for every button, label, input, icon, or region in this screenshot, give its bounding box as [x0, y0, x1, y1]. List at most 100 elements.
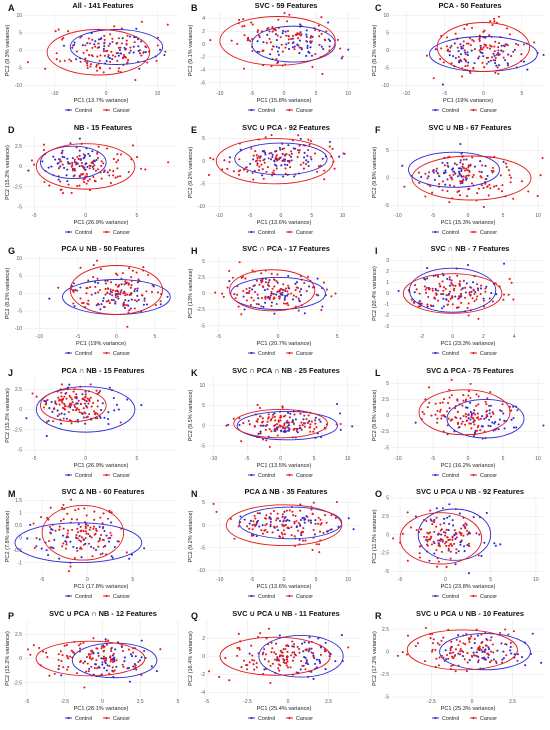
cancer-point — [507, 168, 510, 171]
cancer-point — [270, 41, 273, 44]
legend-control-label: Control — [442, 594, 459, 600]
control-point — [108, 42, 111, 45]
cancer-point — [67, 162, 70, 165]
cancer-point — [432, 520, 435, 524]
panel-title: PCA - 50 Features — [438, 1, 501, 10]
control-point — [91, 165, 94, 168]
cancer-point — [55, 58, 58, 61]
cancer-point — [238, 169, 241, 172]
cancer-point — [335, 517, 338, 520]
cancer-point — [505, 165, 508, 168]
control-ellipse — [438, 633, 531, 671]
cancer-point — [287, 284, 290, 287]
cancer-point — [491, 166, 494, 169]
cancer-point — [476, 318, 480, 321]
cancer-point — [458, 284, 461, 287]
cancer-point — [454, 552, 457, 555]
cancer-point — [284, 46, 287, 49]
control-point — [461, 655, 464, 658]
cancer-point — [256, 30, 259, 34]
cancer-point — [453, 654, 456, 657]
cancer-point — [277, 18, 280, 21]
x-axis-label: PC1 (13.6% variance) — [257, 220, 312, 226]
control-point — [498, 418, 501, 421]
control-point — [485, 512, 488, 515]
cancer-point — [141, 294, 144, 297]
cancer-point — [539, 173, 542, 176]
cancer-point — [140, 20, 143, 23]
control-point — [94, 281, 97, 284]
cancer-point — [450, 279, 453, 282]
cancer-point — [264, 135, 267, 138]
cancer-point — [122, 53, 126, 57]
cancer-point — [465, 42, 468, 45]
cancer-point — [249, 39, 252, 43]
cancer-point — [485, 413, 488, 416]
cancer-point — [48, 184, 51, 187]
cancer-point — [100, 159, 103, 162]
cancer-point — [470, 654, 473, 657]
control-point — [86, 42, 89, 45]
cancer-point — [121, 57, 124, 60]
cancer-point — [256, 522, 259, 525]
cancer-point — [430, 414, 433, 417]
control-point — [73, 305, 76, 308]
cancer-point — [450, 655, 453, 658]
control-point — [456, 633, 459, 637]
cancer-point — [255, 661, 259, 665]
cancer-point — [86, 66, 89, 70]
cancer-point — [450, 378, 453, 381]
control-point — [48, 406, 51, 409]
cancer-point — [251, 524, 254, 527]
cancer-point — [275, 303, 279, 306]
cancer-point — [478, 39, 481, 42]
cancer-point — [83, 507, 86, 510]
cancer-point — [500, 409, 503, 413]
control-point — [487, 424, 490, 427]
control-point — [506, 53, 509, 56]
cancer-point — [427, 386, 430, 389]
cancer-point — [123, 304, 126, 307]
cancer-point — [156, 44, 159, 47]
cancer-point — [256, 293, 259, 296]
cancer-point — [303, 414, 306, 417]
cancer-point — [339, 422, 343, 425]
legend-cancer-label: Cancer — [113, 229, 130, 235]
cancer-point — [88, 188, 92, 191]
control-point — [327, 21, 330, 24]
control-point — [100, 408, 103, 411]
cancer-point — [473, 654, 476, 657]
cancer-point — [287, 293, 290, 296]
cancer-point — [314, 52, 317, 56]
control-point — [470, 290, 473, 294]
cancer-point — [79, 60, 82, 63]
control-point — [126, 398, 129, 401]
cancer-point — [436, 274, 439, 278]
x-tick-label: 5 — [177, 699, 180, 705]
cancer-point — [63, 59, 66, 62]
cancer-point — [296, 427, 299, 430]
cancer-point — [280, 424, 283, 427]
control-point — [306, 35, 309, 38]
cancer-point — [82, 544, 85, 547]
control-point — [276, 281, 280, 284]
control-point — [65, 173, 68, 176]
cancer-point — [277, 426, 280, 429]
control-point — [443, 183, 446, 186]
control-point — [464, 406, 467, 409]
legend-cancer-key — [288, 595, 291, 598]
control-point — [441, 83, 444, 86]
control-point — [88, 667, 91, 670]
cancer-point — [464, 167, 467, 170]
cancer-point — [477, 55, 480, 58]
cancer-point — [425, 303, 429, 306]
cancer-point — [62, 666, 65, 669]
cancer-point — [62, 518, 65, 521]
x-tick-label: -10 — [217, 91, 224, 97]
x-tick-label: -5 — [40, 577, 45, 583]
control-point — [347, 48, 350, 51]
control-point — [84, 390, 87, 393]
panel-title: SVC ∪ PCA ∩ NB - 12 Features — [49, 609, 157, 618]
cancer-point — [326, 288, 329, 291]
